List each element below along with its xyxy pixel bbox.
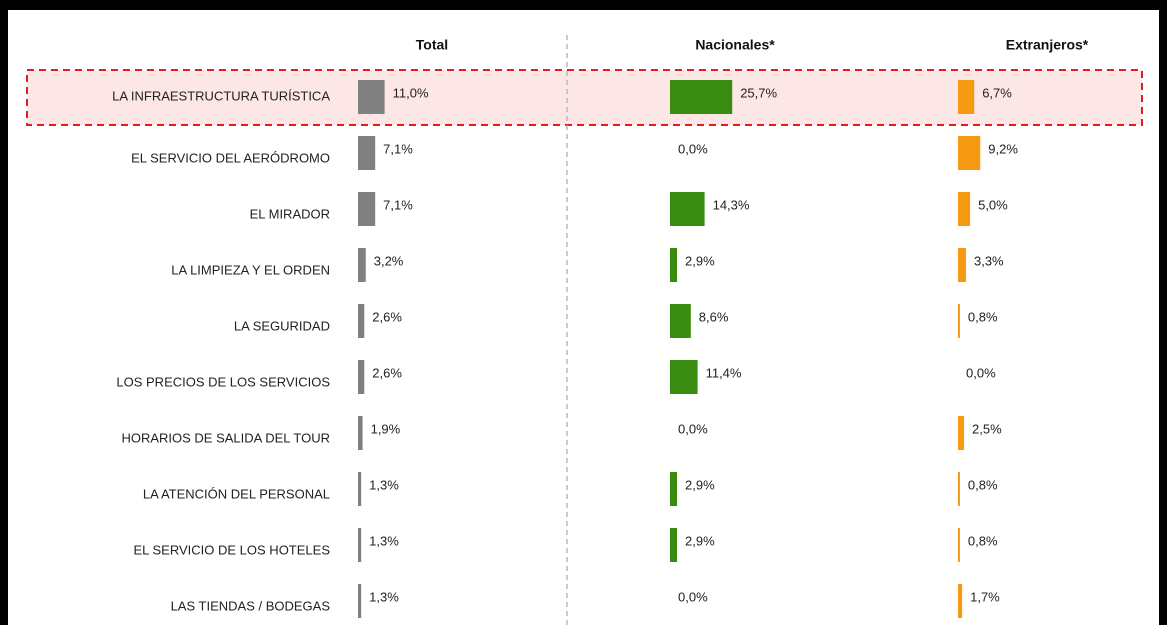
bar — [958, 80, 975, 114]
value-label: 1,9% — [371, 421, 401, 436]
value-label: 11,4% — [706, 365, 742, 380]
value-label: 0,8% — [968, 533, 998, 548]
column-header: Nacionales* — [695, 37, 775, 53]
bar — [358, 584, 362, 618]
bar — [358, 528, 362, 562]
value-label: 3,3% — [974, 253, 1004, 268]
value-label: 2,6% — [372, 309, 402, 324]
bar — [958, 248, 966, 282]
value-label: 1,3% — [369, 477, 399, 492]
category-label: EL SERVICIO DEL AERÓDROMO — [131, 150, 330, 165]
value-label: 5,0% — [978, 197, 1008, 212]
column-header: Total — [416, 37, 448, 53]
bar — [670, 472, 678, 506]
bar — [958, 472, 960, 506]
value-label: 2,9% — [685, 253, 715, 268]
bar — [358, 248, 366, 282]
value-label: 0,8% — [968, 477, 998, 492]
value-label: 14,3% — [713, 197, 750, 212]
bar — [958, 304, 960, 338]
value-label: 0,0% — [678, 589, 708, 604]
value-label: 3,2% — [374, 253, 404, 268]
bar — [358, 472, 362, 506]
value-label: 2,9% — [685, 533, 715, 548]
value-label: 0,0% — [966, 365, 996, 380]
category-label: LOS PRECIOS DE LOS SERVICIOS — [116, 374, 330, 389]
bar — [958, 528, 960, 562]
value-label: 25,7% — [740, 85, 777, 100]
category-label: LA LIMPIEZA Y EL ORDEN — [171, 262, 330, 277]
value-label: 1,3% — [369, 589, 399, 604]
value-label: 1,7% — [970, 589, 1000, 604]
bar — [358, 360, 365, 394]
bar — [958, 192, 971, 226]
category-label: LA ATENCIÓN DEL PERSONAL — [143, 486, 330, 501]
value-label: 9,2% — [988, 141, 1018, 156]
bar — [670, 360, 698, 394]
bar — [358, 304, 365, 338]
bar — [958, 584, 963, 618]
value-label: 6,7% — [982, 85, 1012, 100]
value-label: 7,1% — [383, 197, 413, 212]
value-label: 2,6% — [372, 365, 402, 380]
bar — [958, 416, 965, 450]
category-label: LA INFRAESTRUCTURA TURÍSTICA — [112, 88, 330, 103]
value-label: 0,8% — [968, 309, 998, 324]
bar — [670, 528, 678, 562]
bar — [358, 192, 376, 226]
bar — [670, 248, 678, 282]
bar — [358, 416, 363, 450]
column-header: Extranjeros* — [1006, 37, 1089, 53]
category-label: EL MIRADOR — [250, 206, 330, 221]
bar — [958, 136, 981, 170]
bar — [670, 80, 733, 114]
category-label: EL SERVICIO DE LOS HOTELES — [133, 542, 330, 557]
value-label: 11,0% — [393, 85, 429, 100]
value-label: 2,5% — [972, 421, 1002, 436]
value-label: 0,0% — [678, 421, 708, 436]
bar — [358, 80, 385, 114]
category-label: LA SEGURIDAD — [234, 318, 330, 333]
bar — [670, 304, 691, 338]
value-label: 8,6% — [699, 309, 729, 324]
bar — [358, 136, 376, 170]
category-label: HORARIOS DE SALIDA DEL TOUR — [121, 430, 330, 445]
highlight-row — [26, 69, 1143, 126]
value-label: 0,0% — [678, 141, 708, 156]
bar — [670, 192, 705, 226]
category-label: LAS TIENDAS / BODEGAS — [171, 598, 331, 613]
value-label: 2,9% — [685, 477, 715, 492]
value-label: 1,3% — [369, 533, 399, 548]
value-label: 7,1% — [383, 141, 413, 156]
